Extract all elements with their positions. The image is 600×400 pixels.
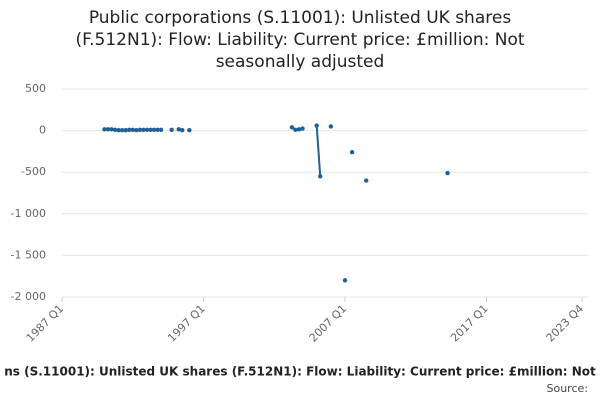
data-point [105, 127, 111, 132]
chart-title: (F.512N1): Flow: Liability: Current pric… [75, 30, 524, 50]
data-point [293, 127, 298, 132]
data-point [169, 127, 174, 132]
data-point [127, 127, 132, 132]
data-point [445, 170, 450, 176]
data-point [151, 127, 157, 132]
data-point [289, 125, 295, 130]
chart-title: seasonally adjusted [216, 52, 385, 72]
x-tick-label: 2023 Q4 [544, 302, 587, 345]
y-tick-label: -1 500 [11, 248, 46, 261]
chart-title: Public corporations (S.11001): Unlisted … [89, 8, 512, 28]
data-point [123, 127, 128, 133]
y-tick-label: 500 [25, 82, 46, 95]
data-point [176, 127, 181, 132]
data-point [137, 127, 143, 132]
data-point [296, 127, 302, 132]
subtitle: ns (S.11001): Unlisted UK shares (F.512N… [4, 365, 596, 379]
data-point [134, 127, 139, 133]
line-segment [315, 125, 322, 177]
data-point [102, 127, 107, 132]
y-tick-label: -500 [21, 165, 46, 178]
data-point [148, 127, 153, 132]
data-point [328, 124, 334, 129]
data-point [119, 127, 125, 133]
data-point [364, 178, 369, 183]
data-point [141, 127, 146, 132]
y-tick-label: -2 000 [11, 290, 46, 303]
data-point [116, 127, 121, 133]
data-point [144, 127, 150, 132]
data-point [158, 127, 164, 132]
data-point [112, 127, 118, 132]
x-tick-label: 2007 Q1 [307, 302, 350, 345]
data-point [314, 123, 319, 128]
data-point [155, 127, 160, 132]
data-point [300, 126, 305, 131]
data-point [349, 150, 355, 155]
source: Source: [547, 382, 589, 395]
x-tick-label: 2017 Q1 [448, 302, 491, 345]
data-point [180, 127, 185, 133]
x-tick-label: 1987 Q1 [24, 302, 67, 345]
data-point [187, 127, 192, 133]
y-tick-label: 0 [39, 124, 46, 137]
data-point [130, 127, 135, 132]
data-point [342, 278, 348, 283]
data-point [109, 127, 114, 132]
data-point [318, 174, 323, 179]
y-tick-label: -1 000 [11, 207, 46, 220]
x-tick-label: 1997 Q1 [165, 302, 208, 345]
